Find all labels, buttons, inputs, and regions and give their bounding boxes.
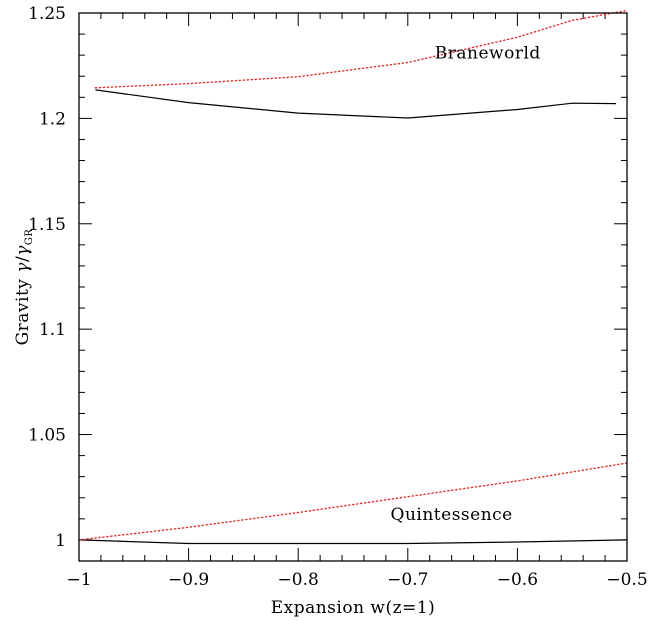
x-tick-label: −0.5 — [606, 570, 647, 590]
series-line-2 — [94, 9, 628, 89]
series-line-3 — [78, 539, 628, 545]
plot-frame — [78, 12, 628, 562]
y-tick-label: 1.2 — [39, 109, 66, 129]
y-tick-label: 1 — [55, 531, 66, 551]
y-axis-title: Gravity γ/γGR — [13, 229, 35, 346]
annotations: Braneworld Quintessence — [391, 43, 541, 525]
y-axis-title-gamma: γ — [13, 262, 33, 273]
axis-ticks — [78, 12, 628, 562]
series-group — [78, 9, 628, 545]
x-axis-title: Expansion w(z=1) — [271, 598, 436, 618]
series-line-4 — [78, 462, 628, 541]
tick-labels: −1 −0.9 −0.8 −0.7 −0.6 −0.5 1 1.05 1.1 1.15 1.2 1.2… — [28, 4, 648, 590]
y-tick-label: 1.25 — [28, 4, 66, 24]
annotation-label: Quintessence — [391, 505, 513, 525]
annotation-label: Braneworld — [435, 43, 541, 63]
x-tick-label: −0.6 — [497, 570, 538, 590]
y-tick-label: 1.15 — [28, 215, 66, 235]
series-line-1 — [95, 89, 617, 119]
x-tick-label: −1 — [66, 570, 91, 590]
x-tick-label: −0.8 — [278, 570, 319, 590]
y-axis-title-slash: / — [13, 256, 33, 262]
x-tick-label: −0.9 — [168, 570, 209, 590]
y-axis-title-prefix: Gravity — [13, 273, 33, 346]
y-axis-title-gamma-gr: γ — [13, 245, 33, 256]
y-tick-label: 1.05 — [28, 426, 66, 446]
x-tick-label: −0.7 — [387, 570, 428, 590]
y-axis-title-subscript: GR — [24, 229, 35, 246]
y-tick-label: 1.1 — [39, 320, 66, 340]
